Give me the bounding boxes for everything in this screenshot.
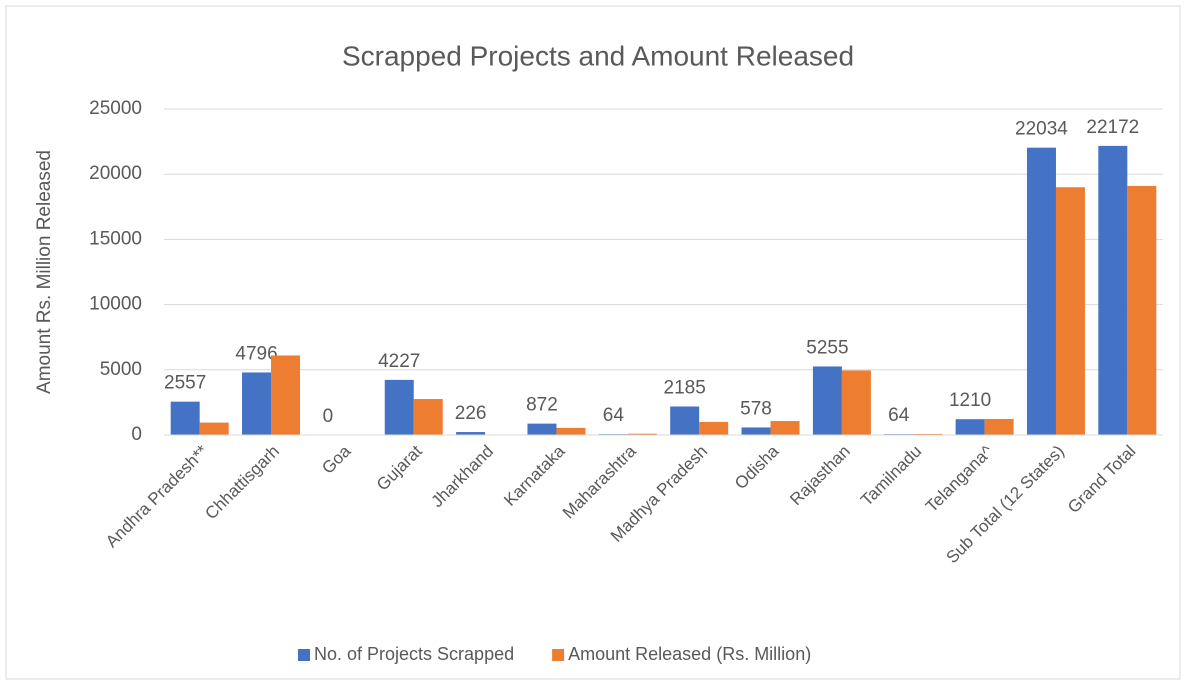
data-label: 226 bbox=[455, 403, 487, 424]
bar bbox=[955, 419, 985, 435]
y-tick-label: 5000 bbox=[100, 359, 142, 380]
data-label: 4227 bbox=[378, 351, 420, 372]
bar bbox=[456, 432, 486, 435]
bar bbox=[1127, 185, 1157, 435]
bar bbox=[271, 355, 301, 435]
bar bbox=[627, 433, 657, 435]
data-label: 22172 bbox=[1086, 117, 1139, 138]
bar bbox=[913, 433, 943, 435]
bar bbox=[413, 399, 443, 435]
chart-border bbox=[5, 5, 1181, 680]
bar bbox=[170, 401, 200, 435]
bar bbox=[1055, 187, 1085, 435]
bar bbox=[384, 379, 414, 435]
data-label: 2185 bbox=[664, 378, 706, 399]
bar bbox=[527, 423, 557, 435]
chart-title: Scrapped Projects and Amount Released bbox=[342, 40, 854, 71]
data-label: 22034 bbox=[1015, 119, 1068, 140]
data-label: 64 bbox=[603, 405, 625, 426]
y-tick-label: 0 bbox=[131, 424, 142, 445]
bar bbox=[670, 406, 700, 435]
bar bbox=[841, 370, 871, 435]
bar bbox=[812, 366, 842, 435]
data-label: 2557 bbox=[164, 373, 206, 394]
data-label: 4796 bbox=[235, 343, 277, 364]
legend-label: No. of Projects Scrapped bbox=[314, 644, 514, 664]
bar bbox=[770, 421, 800, 435]
bar bbox=[1026, 147, 1056, 435]
bar bbox=[699, 421, 729, 435]
y-tick-label: 10000 bbox=[89, 294, 142, 315]
y-tick-label: 20000 bbox=[89, 163, 142, 184]
bar bbox=[556, 427, 586, 435]
data-label: 64 bbox=[888, 405, 910, 426]
data-label: 5255 bbox=[806, 337, 848, 358]
y-tick-label: 25000 bbox=[89, 98, 142, 119]
legend-swatch bbox=[552, 649, 565, 661]
legend-swatch bbox=[298, 649, 310, 661]
bar bbox=[984, 418, 1014, 435]
bar bbox=[1098, 145, 1128, 435]
data-label: 0 bbox=[323, 406, 334, 427]
y-axis-label: Amount Rs. Million Released bbox=[34, 150, 55, 394]
legend-label: Amount Released (Rs. Million) bbox=[568, 644, 811, 664]
bar bbox=[199, 422, 229, 435]
data-label: 872 bbox=[526, 395, 558, 416]
y-tick-label: 15000 bbox=[89, 228, 142, 249]
bar bbox=[741, 427, 771, 435]
data-label: 1210 bbox=[949, 390, 991, 411]
bar bbox=[242, 372, 272, 435]
data-label: 578 bbox=[740, 398, 772, 419]
